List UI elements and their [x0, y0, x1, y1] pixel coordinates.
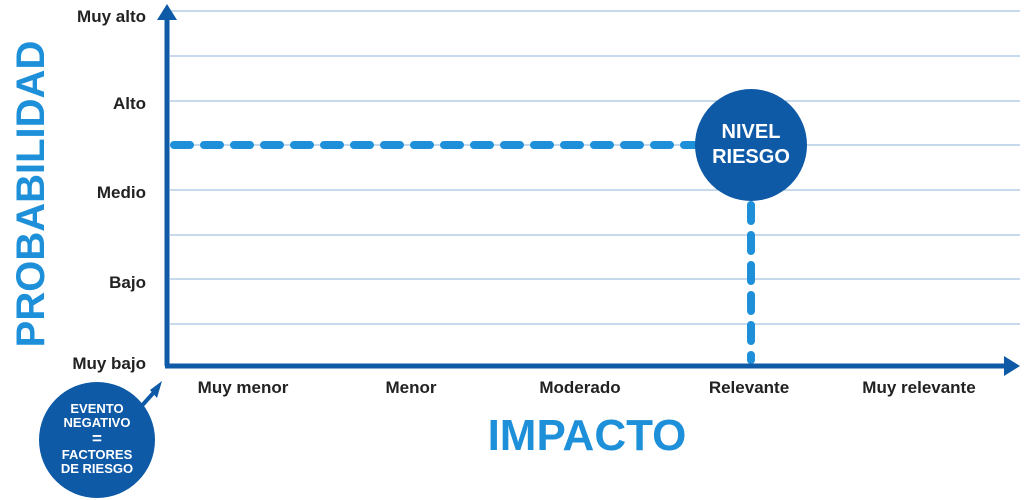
x-axis-arrow-icon [1004, 356, 1020, 376]
negative-event-badge: EVENTO NEGATIVO = FACTORES DE RIESGO [39, 381, 162, 498]
y-tick-medio: Medio [97, 183, 146, 202]
x-axis-tick-labels: Muy menor Menor Moderado Relevante Muy r… [198, 378, 976, 397]
y-tick-muy-bajo: Muy bajo [72, 354, 146, 373]
y-axis-title: PROBABILIDAD [9, 41, 53, 348]
grid-lines [170, 10, 1020, 325]
y-axis-tick-labels: Muy alto Alto Medio Bajo Muy bajo [72, 7, 146, 373]
risk-label-line1: NIVEL [722, 121, 781, 143]
y-tick-muy-alto: Muy alto [77, 7, 146, 26]
badge-line4: FACTORES [62, 447, 133, 462]
x-tick-muy-relevante: Muy relevante [862, 378, 975, 397]
badge-line5: DE RIESGO [61, 461, 133, 476]
badge-line1: EVENTO [70, 401, 123, 416]
x-tick-moderado: Moderado [539, 378, 620, 397]
x-tick-muy-menor: Muy menor [198, 378, 289, 397]
x-tick-relevante: Relevante [709, 378, 789, 397]
badge-line2: NEGATIVO [64, 415, 131, 430]
badge-line3: = [92, 429, 102, 448]
risk-level-marker: NIVEL RIESGO [695, 89, 807, 201]
risk-label-line2: RIESGO [712, 146, 790, 168]
badge-arrow-icon [150, 381, 162, 398]
x-axis-title: IMPACTO [488, 411, 687, 460]
y-tick-alto: Alto [113, 94, 146, 113]
x-tick-menor: Menor [386, 378, 437, 397]
x-axis [165, 356, 1020, 376]
y-tick-bajo: Bajo [109, 273, 146, 292]
y-axis [157, 4, 177, 366]
y-axis-arrow-icon [157, 4, 177, 20]
